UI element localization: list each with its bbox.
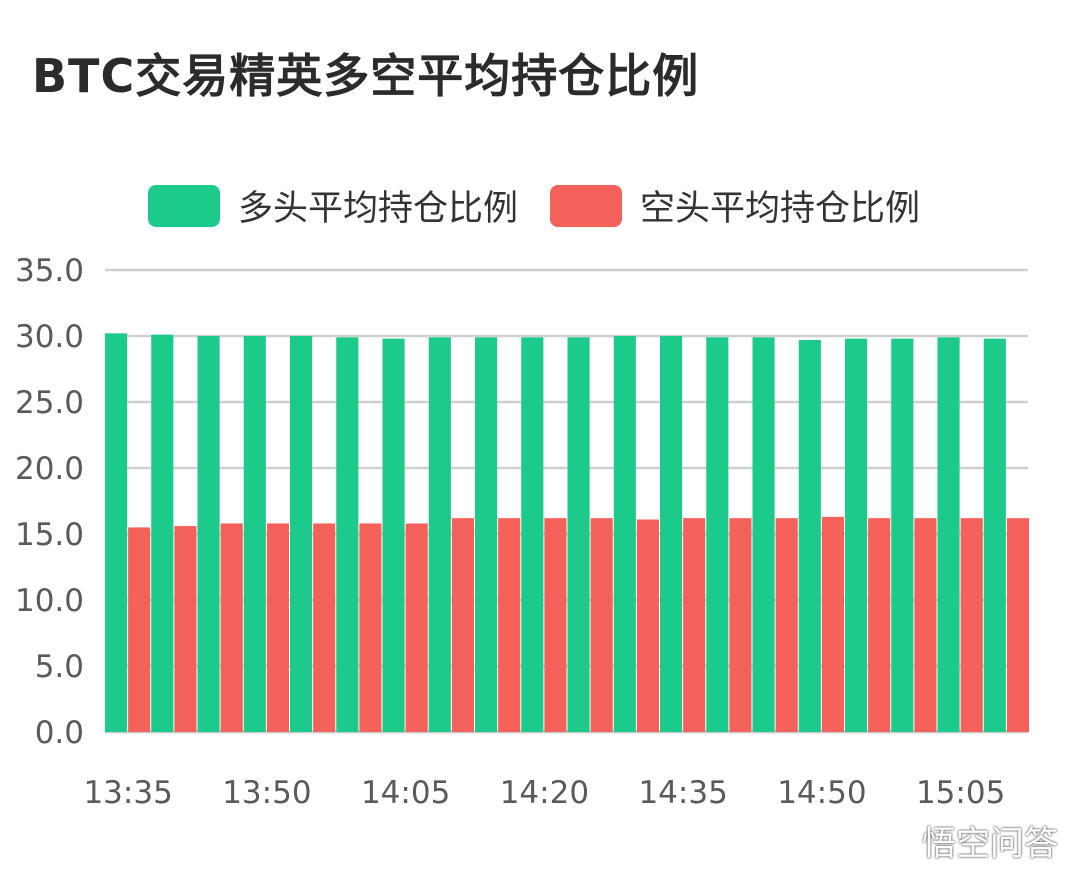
bar-long[interactable] xyxy=(382,338,405,732)
x-tick-label: 13:35 xyxy=(83,775,172,811)
bar-short[interactable] xyxy=(451,518,474,732)
bar-short[interactable] xyxy=(636,519,659,732)
legend-swatch-short xyxy=(550,184,623,227)
bar-short[interactable] xyxy=(914,518,937,732)
x-tick-label: 14:05 xyxy=(361,775,450,811)
y-tick-label: 35.0 xyxy=(15,253,84,289)
bar-short[interactable] xyxy=(1006,518,1029,732)
bar-long[interactable] xyxy=(475,337,498,732)
bar-short[interactable] xyxy=(405,523,428,732)
bar-long[interactable] xyxy=(336,337,359,732)
bar-short[interactable] xyxy=(220,523,243,732)
bar-short[interactable] xyxy=(960,518,983,732)
bar-long[interactable] xyxy=(660,336,683,732)
y-axis-ticks: 0.0 5.0 10.0 15.0 20.0 25.0 30.0 35.0 xyxy=(15,253,84,751)
bar-long[interactable] xyxy=(845,338,868,732)
chat-bubbles-icon xyxy=(872,828,913,853)
bar-short[interactable] xyxy=(359,523,382,732)
watermark: 悟空问答 xyxy=(872,816,1058,865)
bar-short[interactable] xyxy=(729,518,752,732)
bar-short[interactable] xyxy=(544,518,567,732)
bar-short[interactable] xyxy=(266,523,289,732)
bar-long[interactable] xyxy=(706,337,729,732)
bar-long[interactable] xyxy=(197,336,220,732)
bar-short[interactable] xyxy=(683,518,706,732)
x-tick-label: 14:20 xyxy=(500,775,589,811)
bar-short[interactable] xyxy=(128,527,151,732)
bar-short[interactable] xyxy=(821,516,844,732)
bar-short[interactable] xyxy=(313,523,336,732)
bar-long[interactable] xyxy=(428,337,451,732)
y-tick-label: 25.0 xyxy=(15,385,84,421)
bar-long[interactable] xyxy=(290,336,313,732)
y-tick-label: 0.0 xyxy=(35,715,84,751)
bar-long[interactable] xyxy=(151,334,174,732)
legend-item-short[interactable]: 空头平均持仓比例 xyxy=(550,180,920,231)
watermark-text: 悟空问答 xyxy=(922,824,1058,864)
x-tick-label: 13:50 xyxy=(222,775,311,811)
bar-short[interactable] xyxy=(868,518,891,732)
legend-swatch-long xyxy=(148,184,220,227)
y-tick-label: 10.0 xyxy=(15,583,84,619)
bar-short[interactable] xyxy=(775,518,798,732)
bar-long[interactable] xyxy=(521,337,544,732)
y-tick-label: 15.0 xyxy=(15,517,84,553)
bar-short[interactable] xyxy=(590,518,613,732)
x-tick-label: 15:05 xyxy=(916,775,1005,811)
chart-title: BTC交易精英多空平均持仓比例 xyxy=(32,49,700,103)
bar-long[interactable] xyxy=(613,336,636,732)
bar-short[interactable] xyxy=(498,518,521,732)
bar-short[interactable] xyxy=(174,526,197,732)
bar-long[interactable] xyxy=(983,338,1006,732)
y-tick-label: 30.0 xyxy=(15,319,84,355)
x-tick-label: 14:35 xyxy=(638,775,727,811)
y-tick-label: 5.0 xyxy=(35,649,84,685)
y-tick-label: 20.0 xyxy=(15,451,84,487)
x-axis-ticks: 13:35 13:50 14:05 14:20 14:35 14:50 15:05 xyxy=(83,775,1005,811)
x-tick-label: 14:50 xyxy=(777,775,866,811)
legend-label-short: 空头平均持仓比例 xyxy=(640,189,921,229)
legend-item-long[interactable]: 多头平均持仓比例 xyxy=(148,180,518,231)
bar-long[interactable] xyxy=(937,337,960,732)
legend: 多头平均持仓比例 空头平均持仓比例 xyxy=(148,180,952,231)
bar-long[interactable] xyxy=(567,337,590,732)
bar-long[interactable] xyxy=(891,338,914,732)
bar-long[interactable] xyxy=(243,336,266,732)
bar-long[interactable] xyxy=(798,339,821,732)
bar-long[interactable] xyxy=(105,333,128,732)
bars xyxy=(105,333,1029,732)
bar-long[interactable] xyxy=(752,337,775,732)
legend-label-long: 多头平均持仓比例 xyxy=(238,189,519,229)
